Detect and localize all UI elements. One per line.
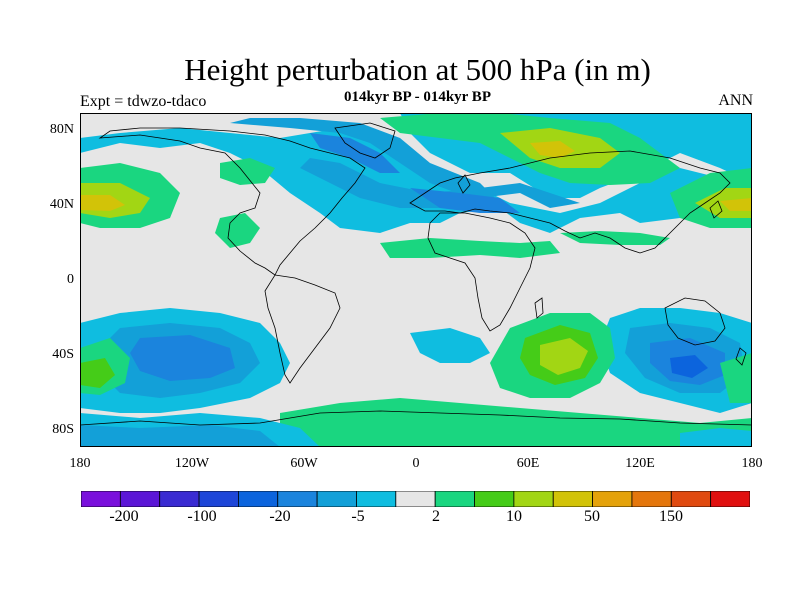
contour-fill-north-negative-3 xyxy=(310,133,520,213)
lat-label-80n: 80N xyxy=(49,122,74,137)
colorbar-svg xyxy=(80,490,751,508)
coast-south-america xyxy=(264,274,341,384)
coast-eurasia xyxy=(409,150,731,254)
season-label: ANN xyxy=(718,92,753,109)
colorbar-box xyxy=(198,490,239,508)
colorbar-box xyxy=(119,490,161,508)
coast-australia xyxy=(664,297,726,346)
contour-map xyxy=(80,113,752,447)
colorbar-box xyxy=(316,490,357,508)
coast-uk xyxy=(457,174,471,194)
plot-title: Height perturbation at 500 hPa (in m) xyxy=(184,52,651,87)
lon-label-120w: 120W xyxy=(174,456,210,471)
colorbar-label: -100 xyxy=(187,508,217,525)
coast-antarctica xyxy=(80,410,752,426)
colorbar-label: 50 xyxy=(584,508,600,525)
lat-label-40s: 40S xyxy=(52,347,74,362)
contour-fill-antarctic-negative-2 xyxy=(80,425,280,447)
colorbar-box xyxy=(710,490,751,508)
colorbar-box xyxy=(238,490,279,508)
contour-fill-tropical-positive xyxy=(380,231,670,258)
colorbar-box xyxy=(80,490,121,508)
colorbar-label: 2 xyxy=(432,508,440,525)
contour-fill-pacific-east-positive-3 xyxy=(720,198,752,211)
colorbar-box xyxy=(434,490,475,508)
colorbar-label: 150 xyxy=(659,508,683,525)
colorbar-box xyxy=(277,490,318,508)
colorbar-box xyxy=(592,490,633,508)
map-border xyxy=(80,113,752,447)
lon-label-180w: 180 xyxy=(69,456,91,471)
colorbar-box xyxy=(670,490,712,508)
colorbar-box xyxy=(356,490,397,508)
contour-fill-south-indian-positive-3 xyxy=(540,338,588,375)
colorbar-box xyxy=(395,490,436,508)
colorbar-box xyxy=(159,490,200,508)
contour-fill-south-negative-3 xyxy=(130,335,725,385)
colorbar-label: -200 xyxy=(109,508,139,525)
lon-label-180e: 180 xyxy=(741,456,763,471)
colorbar-label: 10 xyxy=(506,508,522,525)
contour-fill-pacific-west-positive-3 xyxy=(80,195,125,211)
coast-greenland xyxy=(334,122,396,159)
coast-japan xyxy=(709,200,723,219)
contour-fill-antarctic-positive xyxy=(280,398,752,447)
colorbar-label: -5 xyxy=(351,508,365,525)
colorbar-box xyxy=(552,490,593,508)
lat-label-40n: 40N xyxy=(49,197,74,212)
experiment-label: Expt = tdwzo-tdaco xyxy=(80,93,207,110)
coast-north-america xyxy=(98,127,366,276)
contour-fill-south-pacific-positive-2 xyxy=(80,358,115,388)
map-panel xyxy=(80,113,752,447)
contour-fill-south-negative-4 xyxy=(670,355,708,378)
colorbar-box xyxy=(513,490,554,508)
contour-fill-arctic-positive-3 xyxy=(530,141,575,158)
colorbar xyxy=(80,490,751,508)
coast-madagascar xyxy=(534,297,544,319)
contour-fill-nearctic-positive xyxy=(220,158,275,185)
lat-label-0: 0 xyxy=(67,272,74,287)
plot-subtitle: 014kyr BP - 014kyr BP xyxy=(344,89,491,105)
lon-label-60w: 60W xyxy=(290,456,318,471)
contour-fill-south-negative xyxy=(80,308,752,413)
lat-label-80s: 80S xyxy=(52,422,74,437)
coast-new-zealand xyxy=(735,347,747,366)
colorbar-label: -20 xyxy=(269,508,291,525)
colorbar-box xyxy=(474,490,515,508)
coastlines xyxy=(80,122,752,426)
contour-fill-north-negative-2 xyxy=(230,118,580,208)
coast-africa xyxy=(427,212,536,332)
colorbar-box xyxy=(631,490,672,508)
lon-label-0: 0 xyxy=(412,456,420,471)
lon-label-60e: 60E xyxy=(516,456,540,471)
contour-fill-gulf-positive xyxy=(215,213,260,248)
lon-label-120e: 120E xyxy=(625,456,655,471)
